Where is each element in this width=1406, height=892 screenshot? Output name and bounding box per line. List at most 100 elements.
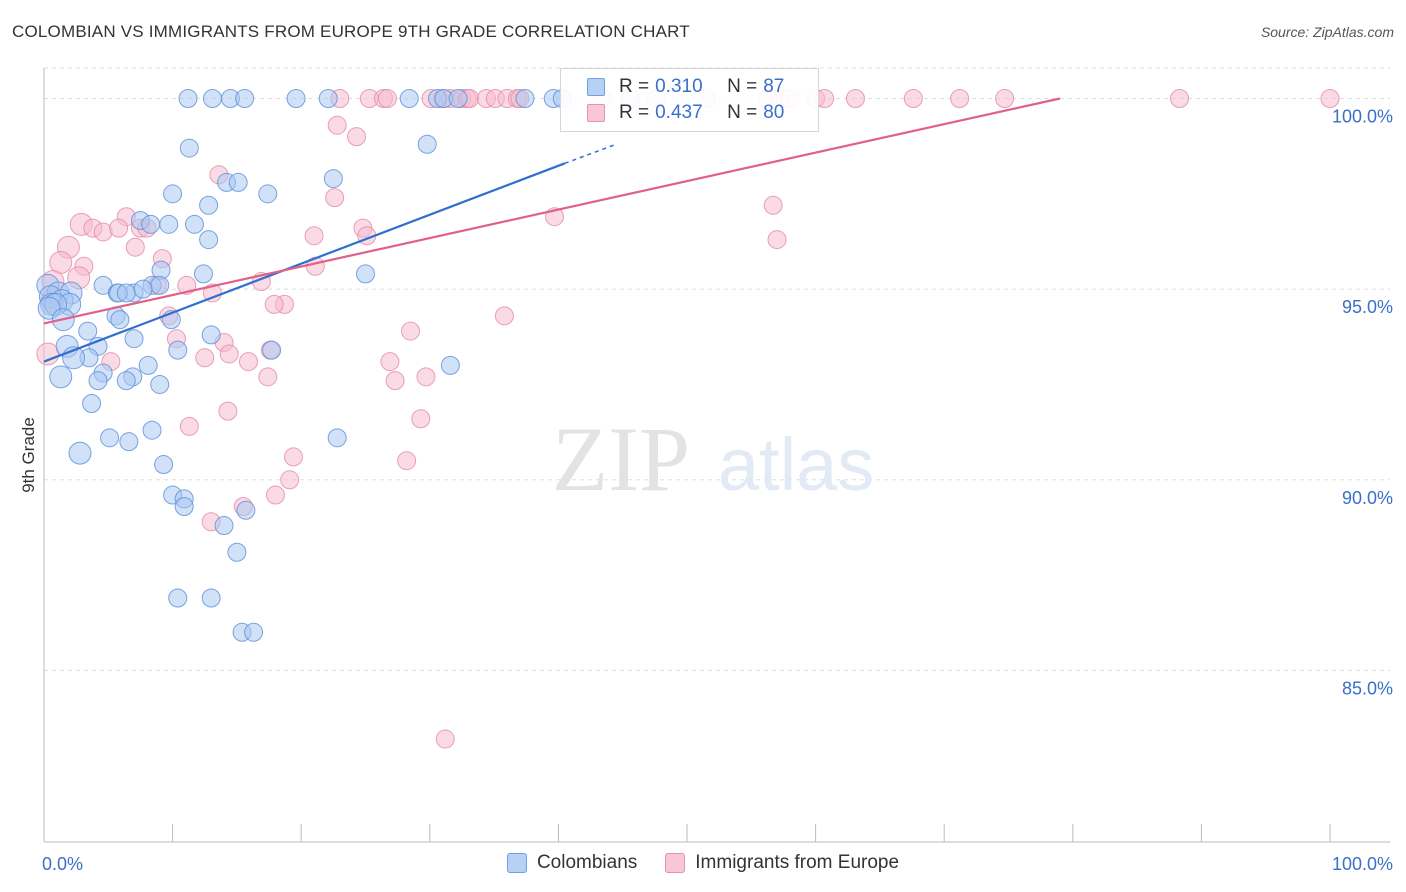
point-immigrants xyxy=(416,367,436,387)
point-immigrants xyxy=(1170,89,1190,109)
series-colombians xyxy=(36,89,640,642)
y-axis-label: 9th Grade xyxy=(19,417,38,493)
y-tick-label: 85.0% xyxy=(1342,678,1393,698)
point-immigrants xyxy=(36,342,60,366)
y-tick-label: 100.0% xyxy=(1332,107,1393,127)
legend-r-label: R = xyxy=(619,102,650,123)
point-colombians xyxy=(116,371,136,391)
point-colombians xyxy=(356,264,375,284)
point-colombians xyxy=(49,365,73,389)
axis-labels: 85.0% 90.0% 95.0% 100.0% 0.0% 100.0% 9th Grade xyxy=(19,107,1393,874)
point-immigrants xyxy=(179,416,199,436)
point-colombians xyxy=(174,496,194,516)
point-colombians xyxy=(88,371,108,391)
point-colombians xyxy=(150,374,170,394)
point-colombians xyxy=(100,428,120,448)
point-colombians xyxy=(154,455,174,475)
point-colombians xyxy=(227,542,247,562)
trend-colombians xyxy=(43,162,566,363)
point-immigrants xyxy=(264,294,284,314)
point-colombians xyxy=(119,432,139,452)
point-immigrants xyxy=(195,348,215,368)
point-colombians xyxy=(417,134,437,154)
point-immigrants xyxy=(411,409,431,429)
point-colombians xyxy=(124,329,144,349)
point-immigrants xyxy=(258,367,278,387)
legend-swatch-pink xyxy=(665,853,686,873)
y-tick-label: 95.0% xyxy=(1342,297,1393,317)
point-immigrants xyxy=(327,115,347,135)
point-colombians xyxy=(199,230,219,250)
point-colombians xyxy=(163,184,183,204)
point-colombians xyxy=(138,355,158,375)
point-immigrants xyxy=(845,89,865,109)
point-immigrants xyxy=(109,218,129,238)
y-tick-label: 90.0% xyxy=(1342,488,1393,508)
point-colombians xyxy=(141,214,161,234)
point-colombians xyxy=(262,340,282,360)
bottom-legend: Colombians Immigrants from Europe xyxy=(0,852,1406,874)
point-immigrants xyxy=(401,321,421,341)
legend-r-value: 0.437 xyxy=(655,102,703,123)
point-colombians xyxy=(110,310,130,330)
legend-swatch-blue xyxy=(506,853,527,873)
point-colombians xyxy=(82,394,102,414)
point-colombians xyxy=(159,214,179,234)
point-immigrants xyxy=(283,447,303,467)
legend-item-immigrants[interactable]: Immigrants from Europe xyxy=(665,852,899,874)
point-colombians xyxy=(318,89,338,109)
chart-title: COLOMBIAN VS IMMIGRANTS FROM EUROPE 9TH … xyxy=(12,22,690,41)
point-colombians xyxy=(258,184,278,204)
point-immigrants xyxy=(494,306,514,326)
watermark-zip: ZIP xyxy=(552,408,690,510)
point-colombians xyxy=(448,89,468,109)
point-colombians xyxy=(202,89,222,109)
legend-n-label: N = xyxy=(727,102,758,123)
point-colombians xyxy=(286,89,306,109)
point-colombians xyxy=(228,172,248,192)
watermark-atlas: atlas xyxy=(718,423,874,506)
x-tick-label-max: 100.0% xyxy=(1332,854,1393,874)
point-colombians xyxy=(142,420,162,440)
point-immigrants xyxy=(950,89,970,109)
point-immigrants xyxy=(995,89,1015,109)
point-colombians xyxy=(399,89,419,109)
legend-label-immigrants: Immigrants from Europe xyxy=(695,852,900,873)
point-colombians xyxy=(199,195,219,215)
legend-n-value: 87 xyxy=(763,76,785,97)
point-colombians xyxy=(168,340,188,360)
point-immigrants xyxy=(767,230,787,250)
point-immigrants xyxy=(435,729,455,749)
legend-swatch-blue xyxy=(587,78,605,96)
watermark: ZIP atlas xyxy=(552,408,874,510)
point-colombians xyxy=(201,325,221,345)
point-colombians xyxy=(133,279,153,299)
legend-n-value: 80 xyxy=(763,102,785,123)
point-colombians xyxy=(184,214,204,234)
point-immigrants xyxy=(763,195,783,215)
point-colombians xyxy=(235,89,255,109)
point-colombians xyxy=(236,500,256,520)
point-immigrants xyxy=(1320,89,1340,109)
legend-r-value: 0.310 xyxy=(655,76,703,97)
point-colombians xyxy=(327,428,347,448)
point-immigrants xyxy=(380,352,400,372)
trend-colombians-extension xyxy=(564,143,617,165)
point-immigrants xyxy=(385,371,405,391)
point-immigrants xyxy=(346,127,366,147)
point-colombians xyxy=(515,89,535,109)
point-colombians xyxy=(193,264,213,284)
legend-item-colombians[interactable]: Colombians xyxy=(506,852,637,874)
trend-immigrants xyxy=(43,97,1061,325)
point-immigrants xyxy=(218,401,238,421)
axes xyxy=(43,68,1390,843)
point-colombians xyxy=(116,283,136,303)
point-colombians xyxy=(201,588,221,608)
point-colombians xyxy=(440,355,460,375)
legend-row-immigrants: R = 0.437 N = 80 xyxy=(587,101,784,125)
point-colombians xyxy=(214,516,234,536)
point-colombians xyxy=(244,622,264,642)
legend-row-colombians: R = 0.310 N = 87 xyxy=(587,75,784,99)
point-immigrants xyxy=(265,485,285,505)
